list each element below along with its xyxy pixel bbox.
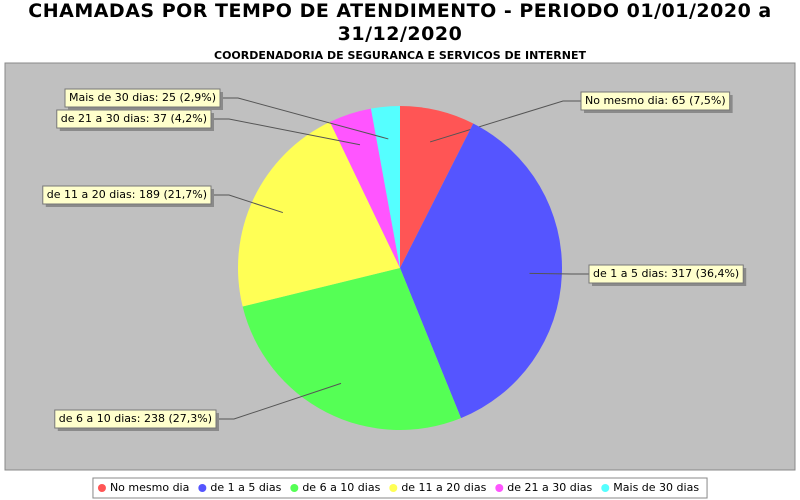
leader-line	[216, 382, 342, 420]
pie-slice	[370, 106, 400, 268]
pie-slice	[400, 123, 562, 419]
pie-slice	[400, 106, 474, 268]
data-label: de 21 a 30 dias: 37 (4,2%)	[61, 112, 207, 125]
data-label: Mais de 30 dias: 25 (2,9%)	[69, 91, 216, 104]
pie-slice	[329, 108, 400, 268]
legend-label: de 6 a 10 dias	[302, 481, 380, 494]
data-label-group: No mesmo dia: 65 (7,5%)	[580, 91, 733, 113]
data-label: de 11 a 20 dias: 189 (21,7%)	[47, 188, 207, 201]
pie-slice	[242, 268, 461, 430]
label-box	[64, 88, 221, 108]
legend-label: de 11 a 20 dias	[401, 481, 486, 494]
label-box	[580, 91, 731, 111]
chart-subtitle: COORDENADORIA DE SEGURANCA E SERVICOS DE…	[214, 49, 586, 62]
legend-marker	[290, 484, 299, 492]
data-label-group: Mais de 30 dias: 25 (2,9%)	[64, 88, 223, 110]
legend-marker	[601, 484, 610, 492]
data-label-group: de 1 a 5 dias: 317 (36,4%)	[588, 264, 747, 286]
legend: No mesmo dia de 1 a 5 dias de 6 a 10 dias d…	[92, 477, 708, 499]
legend-label: No mesmo dia	[110, 481, 189, 494]
leader-line	[529, 272, 589, 275]
leader-line	[220, 97, 389, 140]
legend-marker	[389, 484, 398, 492]
legend-marker	[495, 484, 504, 492]
label-box	[42, 185, 212, 205]
label-box	[588, 264, 744, 284]
label-box	[54, 409, 217, 429]
data-label: No mesmo dia: 65 (7,5%)	[585, 94, 726, 107]
data-label: de 1 a 5 dias: 317 (36,4%)	[593, 267, 739, 280]
legend-marker	[198, 484, 207, 492]
legend-label: de 21 a 30 dias	[507, 481, 592, 494]
legend-label: Mais de 30 dias	[613, 481, 699, 494]
data-label: de 6 a 10 dias: 238 (27,3%)	[59, 412, 212, 425]
pie-slice	[237, 121, 400, 307]
legend-label: de 1 a 5 dias	[210, 481, 281, 494]
legend-box	[92, 477, 708, 499]
data-label-group: de 6 a 10 dias: 238 (27,3%)	[54, 409, 219, 431]
leader-line	[211, 118, 361, 146]
data-label-group: de 11 a 20 dias: 189 (21,7%)	[42, 185, 214, 207]
legend-marker	[97, 484, 106, 492]
chart-title: CHAMADAS POR TEMPO DE ATENDIMENTO - PERI…	[28, 0, 772, 45]
leader-line	[211, 194, 284, 214]
data-label-group: de 21 a 30 dias: 37 (4,2%)	[56, 109, 214, 131]
